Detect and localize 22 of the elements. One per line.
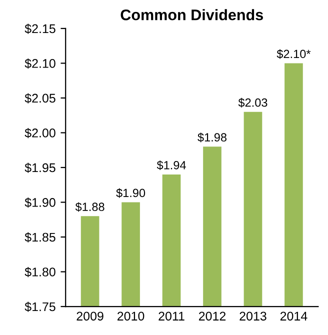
x-tick-label: 2013	[240, 312, 266, 321]
x-tick-label: 2014	[280, 312, 308, 321]
y-tick-label: $1.85	[24, 232, 56, 242]
x-tick-label: 2011	[158, 312, 184, 321]
y-tick-label: $2.10	[24, 58, 56, 69]
y-tick-label: $1.75	[24, 302, 56, 312]
y-tick-label: $2.15	[24, 24, 56, 34]
chart-title: Common Dividends	[120, 9, 263, 20]
data-label: $1.94	[156, 160, 186, 170]
x-tick-label: 2009	[76, 312, 104, 321]
y-tick-label: $2.00	[24, 128, 56, 138]
y-tick-label: $1.95	[24, 162, 56, 173]
y-tick-label: $2.05	[24, 93, 56, 104]
y-tick-label: $1.80	[24, 267, 56, 278]
y-tick-label: $1.90	[24, 198, 56, 208]
x-tick-label: 2012	[198, 312, 226, 321]
data-label: $2.03	[238, 98, 268, 108]
data-label: $1.98	[198, 132, 227, 142]
x-tick-label: 2010	[118, 312, 144, 321]
data-label: $1.90	[116, 188, 146, 198]
data-label: $1.88	[75, 202, 104, 212]
data-label: $2.10*	[276, 49, 311, 59]
